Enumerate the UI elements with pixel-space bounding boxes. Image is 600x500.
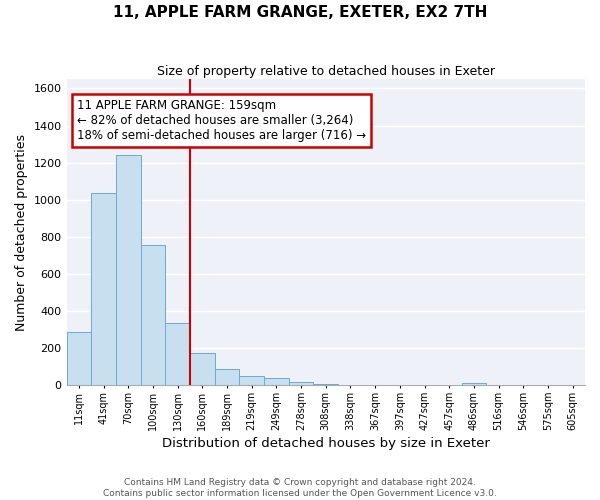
Bar [461, 383, 486, 385]
Text: 11 APPLE FARM GRANGE: 159sqm
← 82% of detached houses are smaller (3,264)
18% of: 11 APPLE FARM GRANGE: 159sqm ← 82% of de… [77, 99, 366, 142]
Y-axis label: Number of detached properties: Number of detached properties [15, 134, 28, 330]
Bar [264, 378, 289, 385]
Bar [91, 193, 116, 385]
Bar [165, 323, 190, 385]
Bar [215, 369, 239, 385]
Bar [116, 155, 140, 385]
Title: Size of property relative to detached houses in Exeter: Size of property relative to detached ho… [157, 65, 495, 78]
Bar [313, 384, 338, 385]
Bar [239, 376, 264, 385]
Bar [289, 382, 313, 385]
Bar [67, 332, 91, 385]
X-axis label: Distribution of detached houses by size in Exeter: Distribution of detached houses by size … [162, 437, 490, 450]
Text: Contains HM Land Registry data © Crown copyright and database right 2024.
Contai: Contains HM Land Registry data © Crown c… [103, 478, 497, 498]
Bar [140, 245, 165, 385]
Bar [190, 352, 215, 385]
Text: 11, APPLE FARM GRANGE, EXETER, EX2 7TH: 11, APPLE FARM GRANGE, EXETER, EX2 7TH [113, 5, 487, 20]
